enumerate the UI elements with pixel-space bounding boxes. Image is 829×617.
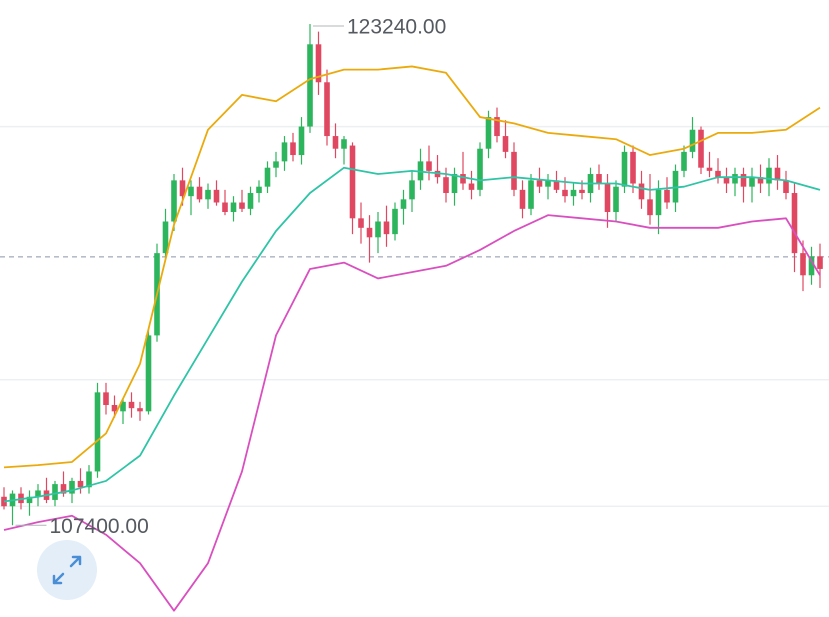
candle-body: [179, 180, 186, 197]
candle-body: [732, 174, 738, 184]
candle-body: [315, 44, 322, 83]
candle-body: [808, 256, 815, 276]
candle-body: [103, 392, 109, 406]
candle-body: [196, 186, 203, 200]
candle-body: [324, 82, 330, 137]
candle-body: [545, 180, 551, 187]
candle-body: [783, 180, 789, 194]
candle-body: [519, 189, 526, 209]
candle-body: [145, 335, 152, 412]
candle-body: [366, 227, 373, 238]
candle-body: [528, 180, 534, 209]
candle-body: [706, 167, 713, 171]
candle-body: [69, 480, 75, 494]
candle-body: [774, 167, 781, 181]
candle-body: [400, 199, 407, 209]
candle-body: [94, 392, 101, 472]
candle-body: [383, 221, 390, 235]
candle-body: [375, 221, 381, 238]
candle-body: [349, 145, 356, 219]
candle-body: [392, 208, 398, 235]
candle-body: [137, 408, 143, 412]
candle-body: [451, 174, 458, 194]
candle-body: [723, 177, 730, 184]
candle-body: [562, 189, 568, 197]
candle-body: [621, 151, 628, 187]
candle-body: [749, 177, 755, 187]
candle-body: [570, 189, 577, 197]
candle-body: [222, 202, 228, 212]
candle-body: [468, 183, 475, 190]
candle-body: [188, 186, 194, 197]
candle-body: [77, 480, 84, 488]
candle-body: [502, 136, 509, 152]
candle-body: [604, 183, 611, 212]
candle-body: [239, 202, 245, 209]
candle-body: [553, 180, 560, 190]
candle-body: [536, 180, 543, 187]
candle-body: [273, 161, 279, 168]
candle-body: [638, 183, 645, 200]
candle-body: [256, 186, 262, 194]
band-line: [3, 214, 821, 612]
candle-body: [307, 44, 313, 127]
candle-body: [111, 405, 118, 412]
candle-body: [298, 126, 305, 156]
candle-body: [341, 139, 347, 149]
candle-body: [162, 221, 169, 254]
candle-body: [60, 484, 67, 494]
candle-body: [698, 129, 704, 168]
band-line: [3, 166, 821, 503]
candle-body: [290, 142, 296, 156]
candle-body: [766, 167, 772, 184]
candle-body: [426, 161, 432, 171]
candle-body: [205, 189, 211, 200]
candle-body: [655, 189, 662, 216]
candle-body: [477, 148, 483, 190]
candle-body: [264, 167, 271, 187]
candle-body: [630, 151, 636, 184]
min-label: 107400.00: [50, 515, 149, 538]
max-label: 123240.00: [347, 16, 446, 39]
candle-body: [485, 117, 492, 149]
candle-body: [800, 253, 806, 276]
candle-body: [596, 174, 602, 184]
candle-body: [664, 189, 670, 203]
expand-icon[interactable]: [52, 555, 82, 585]
candle-body: [86, 471, 92, 488]
band-line: [3, 65, 821, 469]
candle-body: [579, 189, 585, 194]
candle-body: [409, 180, 415, 200]
candle-body: [715, 170, 721, 178]
plot: 123240.00 107400.00: [0, 16, 829, 612]
candle-body: [647, 199, 653, 216]
candle-body: [358, 218, 364, 228]
candle-body: [740, 174, 747, 187]
candle-body: [247, 193, 254, 209]
candle-body: [494, 117, 500, 137]
candle-body: [689, 129, 696, 152]
candle-body: [171, 180, 177, 222]
candle-body: [35, 490, 41, 497]
candle-body: [681, 151, 687, 171]
candle-body: [817, 256, 823, 269]
candle-body: [332, 136, 339, 149]
expand-button[interactable]: [37, 540, 97, 600]
candle-body: [460, 174, 466, 184]
candle-body: [128, 401, 135, 409]
candle-body: [791, 193, 798, 254]
candle-body: [26, 496, 33, 504]
expand-button-bg[interactable]: [37, 540, 97, 600]
candle-body: [613, 186, 619, 212]
candle-body: [281, 142, 288, 162]
candle-body: [120, 401, 126, 412]
candle-body: [757, 177, 764, 184]
candle-body: [511, 151, 517, 190]
candle-body: [213, 189, 220, 203]
candle-body: [443, 177, 449, 194]
candle-body: [52, 484, 58, 500]
candle-body: [230, 202, 237, 212]
